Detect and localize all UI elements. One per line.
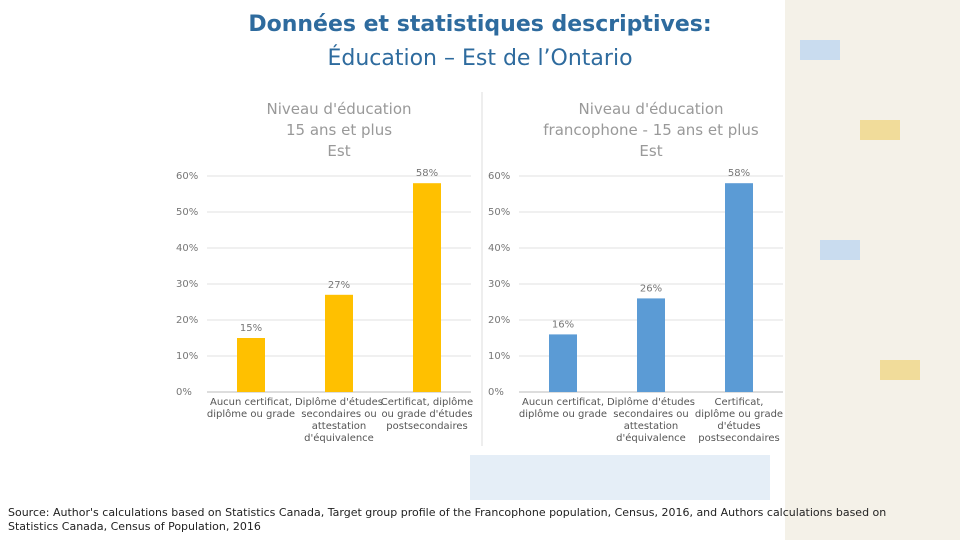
- data-label: 26%: [640, 283, 662, 294]
- x-tick-label: Aucun certificat, diplôme ou grade: [206, 397, 296, 420]
- y-tick-label: 40%: [488, 243, 510, 254]
- decor-tile: [860, 120, 900, 140]
- y-tick-label: 20%: [176, 315, 198, 326]
- x-tick-label: Diplôme d'études secondaires ou attestat…: [606, 397, 695, 444]
- source: Source: Author's calculations based on S…: [8, 506, 887, 533]
- decor-band: [785, 0, 960, 540]
- y-tick-label: 0%: [176, 387, 192, 398]
- decor-tile: [800, 40, 840, 60]
- bar: [413, 183, 441, 392]
- data-label: 16%: [552, 319, 574, 330]
- slide-subtitle: Éducation – Est de l’Ontario: [327, 46, 633, 71]
- y-tick-label: 60%: [176, 171, 198, 182]
- y-tick-label: 30%: [488, 279, 510, 290]
- y-tick-label: 50%: [488, 207, 510, 218]
- decor-tile: [820, 240, 860, 260]
- y-tick-label: 30%: [176, 279, 198, 290]
- slide-title: Données et statistiques descriptives:: [248, 12, 712, 37]
- decor-band: [470, 455, 770, 500]
- decor-tile: [880, 360, 920, 380]
- y-tick-label: 60%: [488, 171, 510, 182]
- y-tick-label: 50%: [176, 207, 198, 218]
- bar: [725, 183, 753, 392]
- y-tick-label: 20%: [488, 315, 510, 326]
- y-tick-label: 40%: [176, 243, 198, 254]
- y-tick-label: 0%: [488, 387, 504, 398]
- bar: [637, 298, 665, 392]
- bar: [325, 294, 353, 392]
- chart-panel: [173, 90, 785, 448]
- x-tick-label: Diplôme d'études secondaires ou attestat…: [294, 397, 383, 444]
- data-label: 15%: [240, 323, 262, 334]
- bar: [549, 334, 577, 392]
- x-tick-label: Certificat, diplôme ou grade d'études po…: [380, 397, 474, 432]
- data-label: 58%: [728, 168, 750, 179]
- chart-title: Niveau d'éducation 15 ans et plus Est: [266, 100, 412, 160]
- bar: [237, 338, 265, 392]
- x-tick-label: Aucun certificat, diplôme ou grade: [518, 397, 608, 420]
- data-label: 27%: [328, 280, 350, 291]
- y-tick-label: 10%: [488, 351, 510, 362]
- data-label: 58%: [416, 168, 438, 179]
- x-tick-label: Certificat, diplôme ou grade d'études po…: [694, 397, 784, 444]
- chart-title: Niveau d'éducation francophone - 15 ans …: [543, 100, 759, 160]
- y-tick-label: 10%: [176, 351, 198, 362]
